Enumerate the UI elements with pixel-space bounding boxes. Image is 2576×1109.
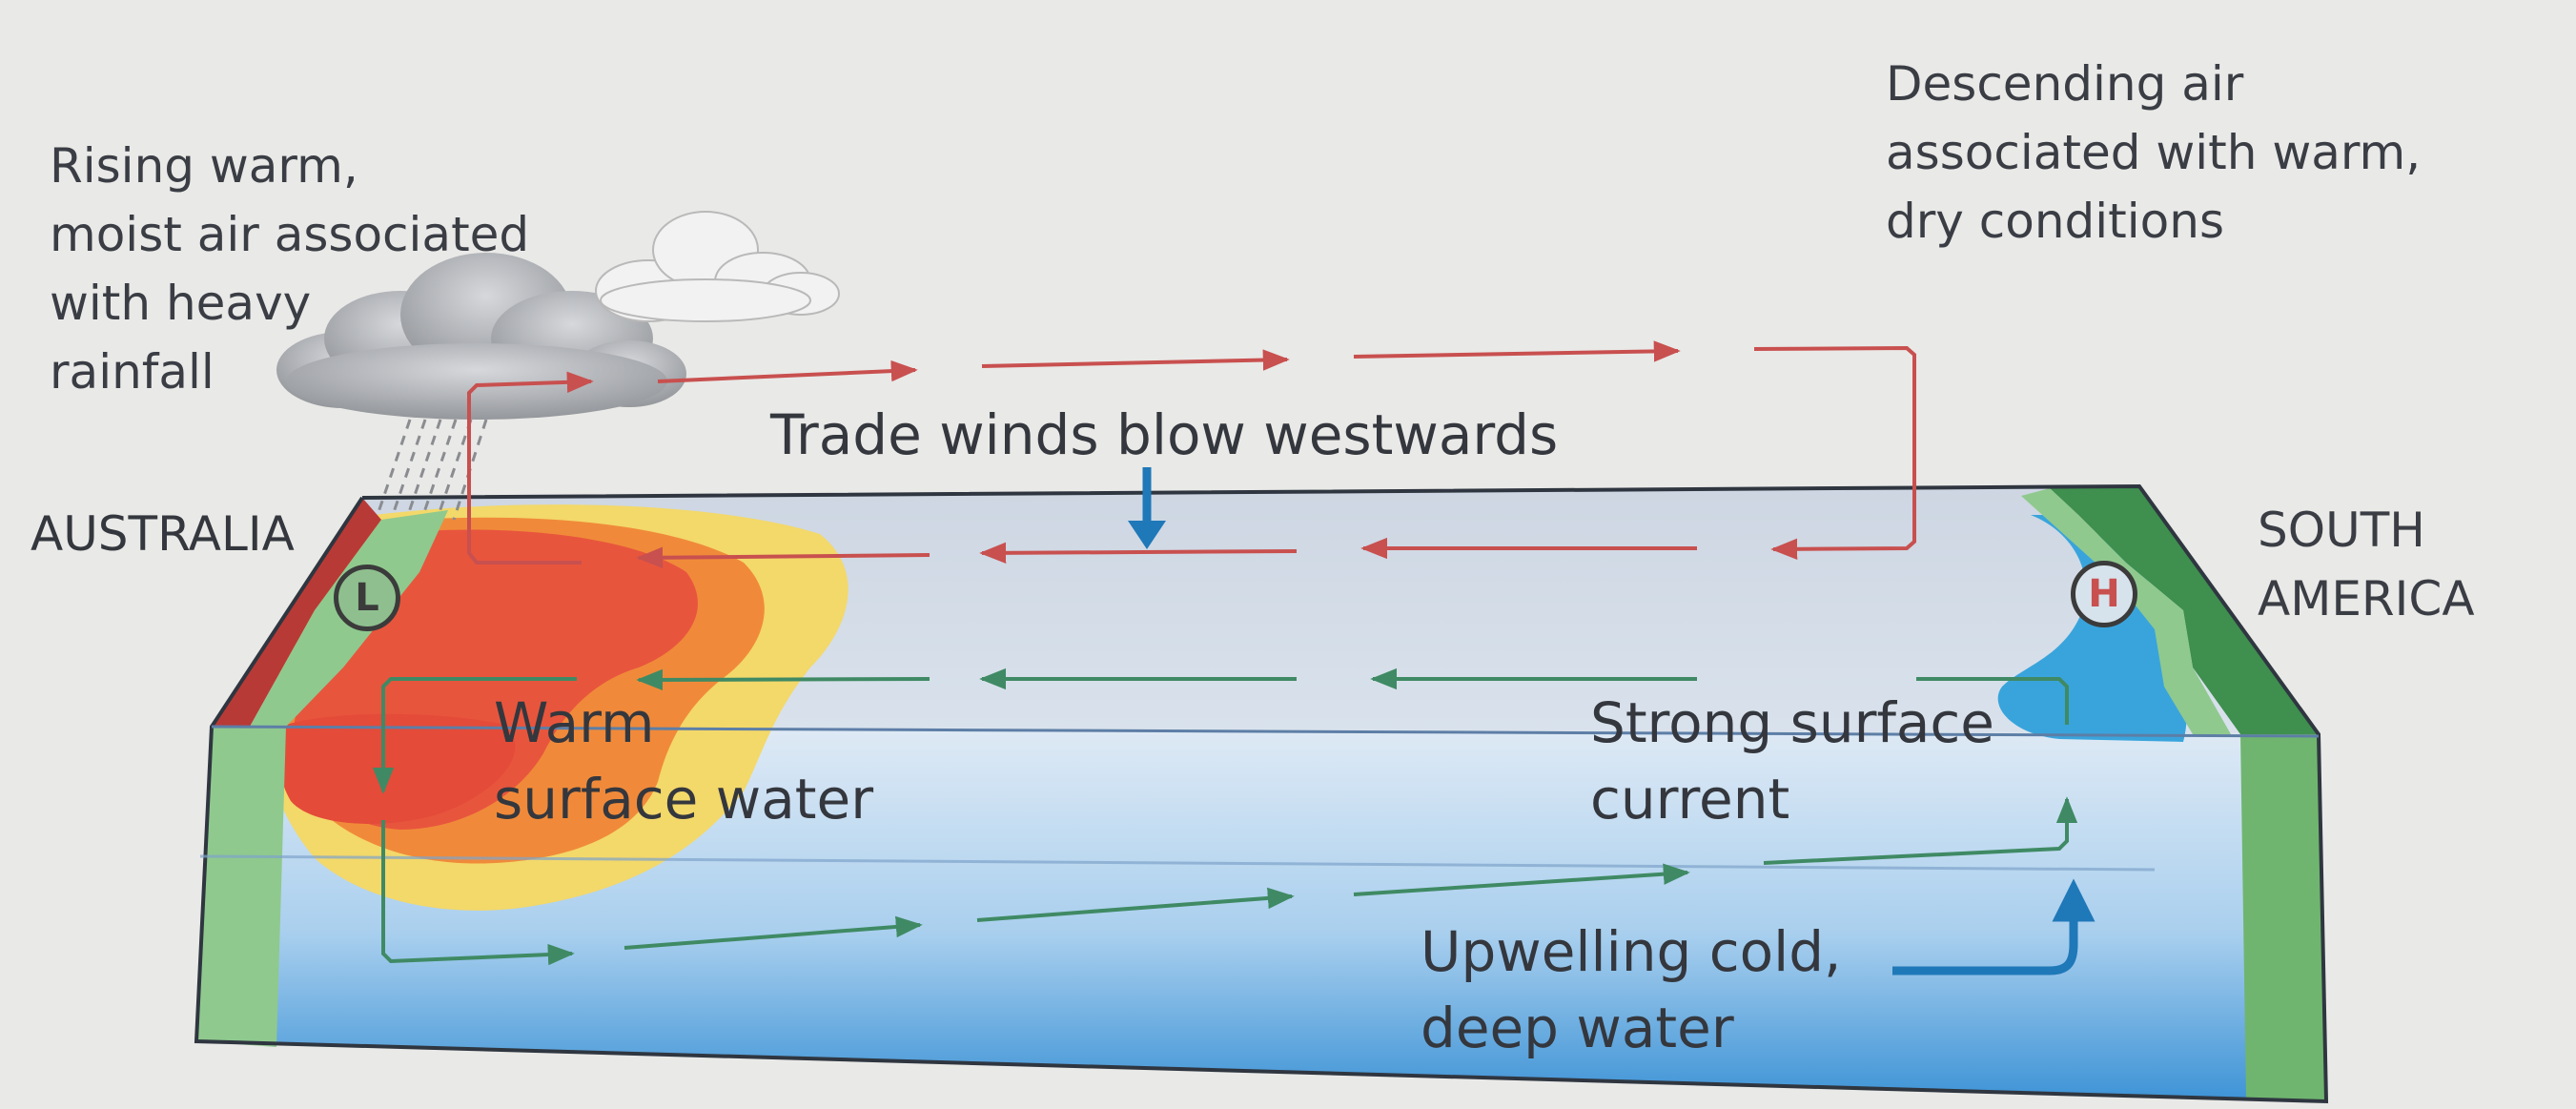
ocean-cross-section [196,727,2326,1101]
descending-air-line-3: dry conditions [1886,194,2225,249]
rising-air-line-1: Rising warm, [50,138,358,194]
australia-land-side [196,727,286,1047]
surface-current-line-1: Strong surface [1590,690,1994,755]
rain-cloud [276,253,686,420]
upwelling-line-2: deep water [1421,996,1734,1060]
warm-water-red-core [279,713,516,824]
small-cloud [595,211,840,322]
descending-air-label: Descending air associated with warm, dry… [1886,50,2421,256]
rising-air-label: Rising warm, moist air associated with h… [50,132,529,406]
upwelling-line-1: Upwelling cold, [1421,919,1842,984]
south-america-land-top [2050,486,2319,734]
downward-arrow [1128,467,1166,549]
high-pressure-marker: H [2071,561,2137,627]
descending-air-line-1: Descending air [1886,56,2244,112]
ocean-circulation [372,667,2078,966]
air-circulation [467,340,1916,568]
warm-water-line-2: surface water [494,767,874,832]
warm-water-line-1: Warm [494,690,655,755]
south-america-label: SOUTH AMERICA [2258,496,2475,633]
warm-water-label: Warm surface water [494,685,873,837]
descending-air-line-2: associated with warm, [1886,125,2422,180]
low-pressure-marker: L [334,565,400,631]
surface-current-label: Strong surface current [1590,685,1994,837]
south-america-land-light [2021,488,2231,734]
rising-air-line-3: with heavy [50,276,312,331]
south-america-land-side [2240,734,2326,1101]
australia-land-red [212,498,381,727]
rising-air-line-4: rainfall [50,344,215,400]
australia-label: AUSTRALIA [31,506,295,562]
upwelling-arrow [1892,878,2096,976]
surface-current-line-2: current [1590,767,1790,832]
thermocline-line [199,854,2156,872]
trade-winds-label: Trade winds blow westwards [770,402,1559,467]
surface-waterline [211,725,2320,738]
rising-air-line-2: moist air associated [50,207,530,262]
upwelling-label: Upwelling cold, deep water [1421,914,1842,1066]
south-america-line-1: SOUTH [2258,503,2425,558]
south-america-line-2: AMERICA [2258,571,2475,626]
